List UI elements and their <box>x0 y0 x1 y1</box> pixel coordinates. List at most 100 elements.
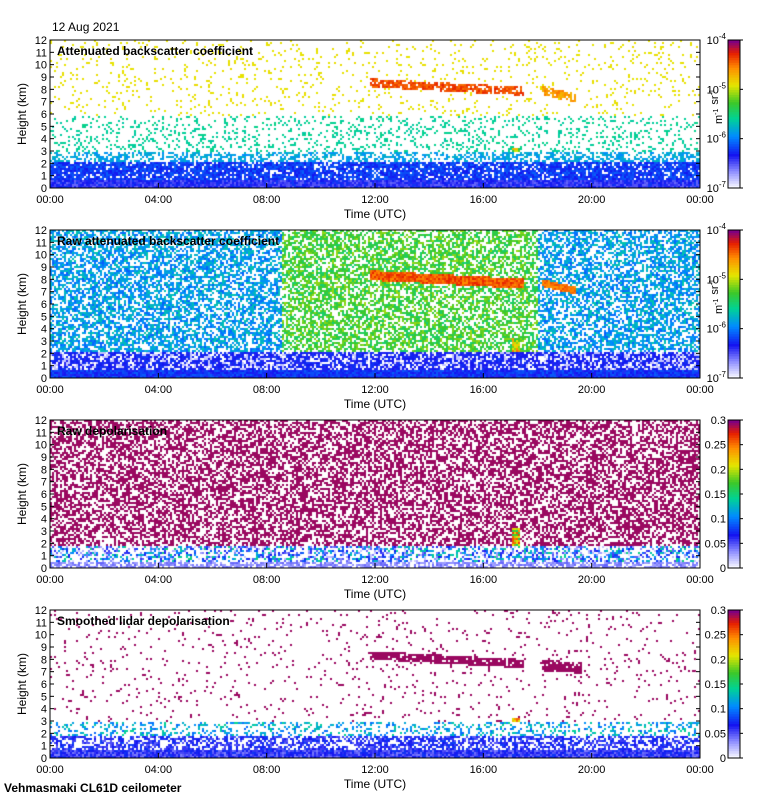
colorbar-segment <box>728 62 740 66</box>
colorbar-segment <box>728 286 740 290</box>
colorbar-segment <box>728 753 740 757</box>
colorbar-segment <box>728 64 740 68</box>
colorbar-segment <box>728 550 740 554</box>
colorbar-segment <box>728 311 740 315</box>
y-tick-label: 0 <box>41 183 47 195</box>
colorbar-tick-label: 0.25 <box>705 440 726 452</box>
colorbar-segment <box>728 610 740 614</box>
colorbar-tick-label: 0.3 <box>711 605 726 617</box>
colorbar-segment <box>728 318 740 322</box>
colorbar-segment <box>728 254 740 258</box>
colorbar-tick-label: 0.15 <box>705 489 726 501</box>
colorbar-segment <box>728 538 740 542</box>
colorbar-segment <box>728 627 740 631</box>
colorbar-segment <box>728 74 740 78</box>
y-tick-label: 5 <box>41 501 47 513</box>
colorbar-segment <box>728 686 740 690</box>
panel-title: Attenuated backscatter coefficient <box>57 44 253 58</box>
colorbar-segment <box>728 368 740 372</box>
colorbar-segment <box>728 237 740 241</box>
heatmap-field <box>50 420 700 568</box>
colorbar-tick-label: 0.05 <box>705 538 726 550</box>
colorbar-segment <box>728 313 740 317</box>
x-axis-label: Time (UTC) <box>344 777 406 791</box>
colorbar-segment <box>728 619 740 623</box>
colorbar-segment <box>728 750 740 754</box>
y-tick-label: 12 <box>35 225 47 237</box>
colorbar-segment <box>728 565 740 569</box>
colorbar-segment <box>728 252 740 256</box>
colorbar-segment <box>728 429 740 433</box>
colorbar-segment <box>728 671 740 675</box>
colorbar-tick-label: 0.15 <box>705 679 726 691</box>
colorbar-tick-label: 10-6 <box>707 321 727 336</box>
colorbar-segment <box>728 723 740 727</box>
colorbar-segment <box>728 666 740 670</box>
x-tick-label: 08:00 <box>253 384 281 396</box>
colorbar-segment <box>728 684 740 688</box>
colorbar-segment <box>728 528 740 532</box>
y-tick-label: 11 <box>36 617 47 629</box>
colorbar-segment <box>728 555 740 559</box>
colorbar-segment <box>728 730 740 734</box>
y-tick-label: 10 <box>35 630 47 642</box>
colorbar-segment <box>728 745 740 749</box>
colorbar-unit: m-1sr-1 <box>709 279 725 314</box>
x-tick-label: 00:00 <box>686 194 714 206</box>
x-tick-label: 00:00 <box>36 194 64 206</box>
y-tick-label: 11 <box>36 47 47 59</box>
colorbar-segment <box>728 439 740 443</box>
colorbar-segment <box>728 516 740 520</box>
colorbar-tick-label: 0.05 <box>705 728 726 740</box>
x-tick-label: 00:00 <box>36 574 64 586</box>
colorbar-segment <box>728 632 740 636</box>
y-tick-label: 10 <box>35 440 47 452</box>
colorbar-segment <box>728 244 740 248</box>
colorbar-segment <box>728 634 740 638</box>
colorbar-segment <box>728 178 740 182</box>
y-tick-label: 9 <box>41 452 47 464</box>
colorbar-segment <box>728 47 740 51</box>
colorbar-segment <box>728 479 740 483</box>
colorbar-segment <box>728 526 740 530</box>
y-tick-label: 9 <box>41 72 47 84</box>
colorbar-segment <box>728 464 740 468</box>
colorbar-segment <box>728 101 740 105</box>
colorbar-segment <box>728 708 740 712</box>
colorbar-segment <box>728 513 740 517</box>
colorbar-segment <box>728 706 740 710</box>
colorbar-segment <box>728 257 740 261</box>
colorbar-segment <box>728 242 740 246</box>
y-tick-label: 0 <box>41 563 47 575</box>
colorbar-segment <box>728 341 740 345</box>
y-tick-label: 8 <box>41 84 47 96</box>
colorbar-segment <box>728 338 740 342</box>
colorbar-tick-label: 10-4 <box>707 222 727 237</box>
colorbar-tick-label: 10-5 <box>707 271 727 286</box>
colorbar-segment <box>728 289 740 293</box>
colorbar-segment <box>728 676 740 680</box>
colorbar-segment <box>728 249 740 253</box>
heatmap-field <box>50 610 700 758</box>
y-tick-label: 5 <box>41 121 47 133</box>
colorbar-segment <box>728 469 740 473</box>
colorbar-segment <box>728 459 740 463</box>
colorbar-segment <box>728 558 740 562</box>
colorbar-segment <box>728 698 740 702</box>
colorbar-segment <box>728 40 740 44</box>
colorbar-segment <box>728 328 740 332</box>
y-tick-label: 12 <box>35 605 47 617</box>
colorbar-tick-label: 10-4 <box>707 32 727 47</box>
colorbar-segment <box>728 740 740 744</box>
colorbar-segment <box>728 523 740 527</box>
colorbar-segment <box>728 116 740 120</box>
colorbar-segment <box>728 69 740 73</box>
colorbar-segment <box>728 373 740 377</box>
colorbar-segment <box>728 301 740 305</box>
colorbar-segment <box>728 91 740 95</box>
colorbar-tick-label: 0.1 <box>711 514 726 526</box>
x-tick-label: 16:00 <box>470 194 498 206</box>
colorbar-segment <box>728 681 740 685</box>
